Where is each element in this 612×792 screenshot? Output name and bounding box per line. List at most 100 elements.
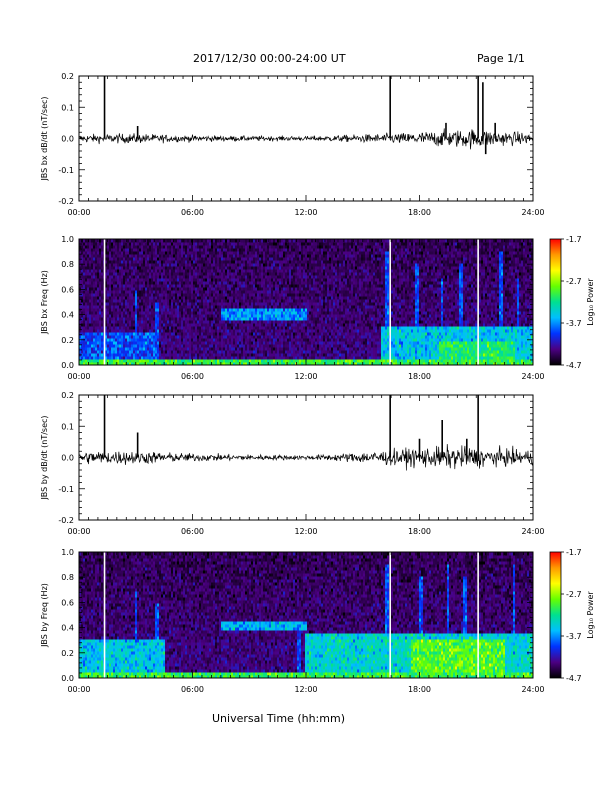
spectrogram-cell <box>89 293 91 296</box>
spectrogram-cell <box>137 332 139 335</box>
spectrogram-cell <box>137 281 139 284</box>
spectrogram-cell <box>95 356 97 359</box>
spectrogram-cell <box>97 323 99 326</box>
spectrogram-cell <box>101 314 103 317</box>
spectrogram-cell <box>115 299 117 302</box>
spectrogram-cell <box>165 335 167 338</box>
spectrogram-cell <box>149 347 151 350</box>
spectrogram-cell <box>155 356 157 359</box>
spectrogram-cell <box>115 353 117 356</box>
spectrogram-cell <box>95 266 97 269</box>
spectrogram-cell <box>115 323 117 326</box>
spectrogram-cell <box>139 308 141 311</box>
spectrogram-cell <box>137 314 139 317</box>
spectrogram-cell <box>111 320 113 323</box>
spectrogram-cell <box>111 359 113 362</box>
spectrogram-cell <box>123 353 125 356</box>
spectrogram-cell <box>151 347 153 350</box>
spectrogram-cell <box>113 302 115 305</box>
spectrogram-cell <box>99 356 101 359</box>
spectrogram-cell <box>115 326 117 329</box>
spectrogram-cell <box>143 290 145 293</box>
spectrogram-cell <box>107 269 109 272</box>
spectrogram-cell <box>133 272 135 275</box>
spectrogram-cell <box>99 242 101 245</box>
spectrogram-cell <box>151 275 153 278</box>
spectrogram-cell <box>117 329 119 332</box>
spectrogram-cell <box>119 281 121 284</box>
spectrogram-cell <box>153 296 155 299</box>
spectrogram-cell <box>129 332 131 335</box>
spectrogram-cell <box>109 254 111 257</box>
spectrogram-cell <box>125 287 127 290</box>
spectrogram-cell <box>85 320 87 323</box>
spectrogram-cell <box>93 275 95 278</box>
spectrogram-cell <box>163 347 165 350</box>
spectrogram-cell <box>113 290 115 293</box>
spectrogram-cell <box>117 299 119 302</box>
spectrogram-cell <box>97 260 99 263</box>
spectrogram-cell <box>169 353 171 356</box>
spectrogram-cell <box>97 290 99 293</box>
spectrogram-cell <box>99 341 101 344</box>
spectrogram-cell <box>131 332 133 335</box>
spectrogram-cell <box>147 356 149 359</box>
spectrogram-cell <box>151 278 153 281</box>
spectrogram-cell <box>151 320 153 323</box>
spectrogram-cell <box>159 341 161 344</box>
spectrogram-cell <box>121 302 123 305</box>
spectrogram-cell <box>159 260 161 263</box>
spectrogram-cell <box>85 347 87 350</box>
spectrogram-cell <box>155 359 157 362</box>
spectrogram-cell <box>149 326 151 329</box>
spectrogram-cell <box>121 254 123 257</box>
spectrogram-cell <box>157 311 159 314</box>
spectrogram-cell <box>91 332 93 335</box>
spectrogram-cell <box>145 248 147 251</box>
spectrogram-cell <box>135 287 137 290</box>
spectrogram-cell <box>159 293 161 296</box>
spectrogram-cell <box>143 347 145 350</box>
spectrogram-cell <box>93 305 95 308</box>
spectrogram-cell <box>135 290 137 293</box>
spectrogram-cell <box>167 332 169 335</box>
spectrogram-cell <box>141 251 143 254</box>
spectrogram-cell <box>117 320 119 323</box>
spectrogram-cell <box>89 344 91 347</box>
spectrogram-cell <box>155 302 157 305</box>
spectrogram-cell <box>115 245 117 248</box>
spectrogram-cell <box>101 290 103 293</box>
spectrogram-cell <box>141 347 143 350</box>
spectrogram-cell <box>157 272 159 275</box>
spectrogram-cell <box>139 356 141 359</box>
spectrogram-cell <box>113 344 115 347</box>
spectrogram-cell <box>123 293 125 296</box>
spectrogram-cell <box>97 359 99 362</box>
spectrogram-cell <box>149 293 151 296</box>
spectrogram-cell <box>91 347 93 350</box>
spectrogram-cell <box>141 284 143 287</box>
spectrogram-cell <box>107 248 109 251</box>
spectrogram-cell <box>109 287 111 290</box>
spectrogram-cell <box>87 242 89 245</box>
spectrogram-cell <box>121 266 123 269</box>
spectrogram-cell <box>153 341 155 344</box>
spectrogram-cell <box>163 332 165 335</box>
spectrogram-cell <box>155 251 157 254</box>
spectrogram-cell <box>163 314 165 317</box>
spectrogram-cell <box>161 248 163 251</box>
spectrogram-cell <box>123 251 125 254</box>
spectrogram-cell <box>107 293 109 296</box>
spectrogram-cell <box>85 332 87 335</box>
spectrogram-cell <box>113 245 115 248</box>
spectrogram-cell <box>165 320 167 323</box>
spectrogram-cell <box>127 302 129 305</box>
spectrogram-cell <box>97 245 99 248</box>
spectrogram-cell <box>135 296 137 299</box>
spectrogram-cell <box>129 296 131 299</box>
spectrogram-cell <box>85 305 87 308</box>
spectrogram-cell <box>119 278 121 281</box>
spectrogram-cell <box>83 242 85 245</box>
spectrogram-cell <box>83 251 85 254</box>
spectrogram-cell <box>95 359 97 362</box>
